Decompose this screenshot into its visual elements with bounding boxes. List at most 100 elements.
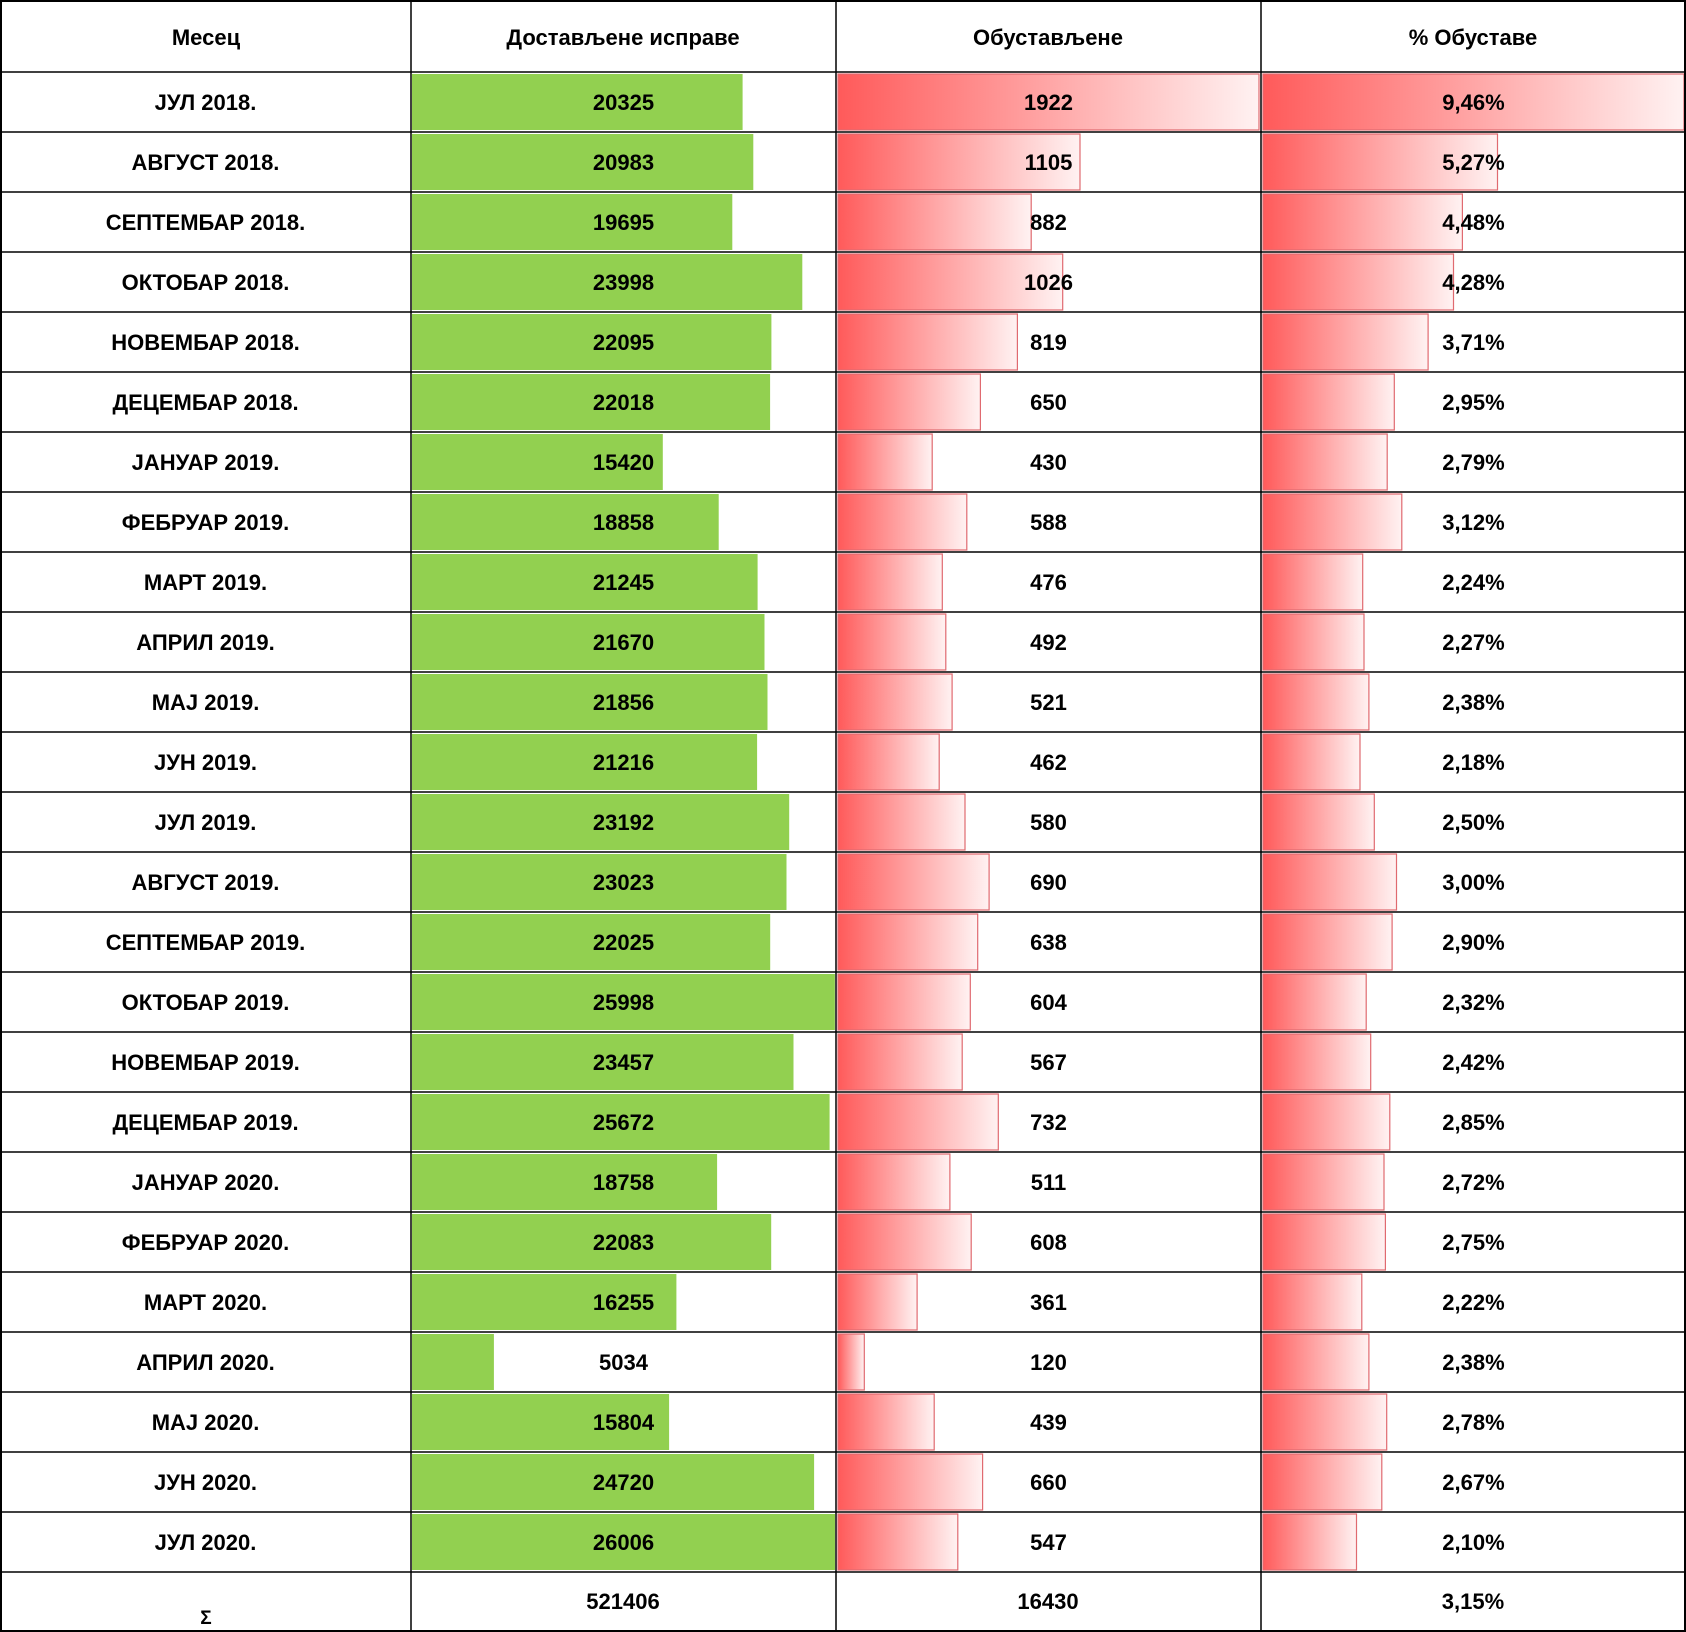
text-layer: ЈУЛ 2018. 20325 1922 9,46% АВГУСТ 2018. 20983… — [106, 90, 1505, 1555]
suspended-value: 1026 — [1024, 270, 1073, 295]
month-label: МАРТ 2020. — [144, 1290, 267, 1315]
delivered-bar — [412, 914, 771, 970]
suspended-value: 521 — [1030, 690, 1067, 715]
percent-bar — [1262, 313, 1429, 371]
delivered-bar — [412, 254, 803, 310]
month-label: ЈУЛ 2020. — [155, 1530, 257, 1555]
percent-value: 2,72% — [1442, 1170, 1504, 1195]
percent-bar — [1262, 553, 1364, 611]
suspended-value: 690 — [1030, 870, 1067, 895]
delivered-bar — [412, 1274, 677, 1330]
delivered-value: 25672 — [593, 1110, 654, 1135]
percent-value: 3,12% — [1442, 510, 1504, 535]
percent-bar — [1262, 1513, 1358, 1571]
total-percent: 3,15% — [1442, 1589, 1504, 1614]
percent-value: 2,38% — [1442, 1350, 1504, 1375]
delivered-bar — [412, 1034, 794, 1090]
suspended-value: 476 — [1030, 570, 1067, 595]
percent-value: 3,71% — [1442, 330, 1504, 355]
percent-bar — [1262, 613, 1365, 671]
delivered-bar — [412, 1334, 494, 1390]
delivered-value: 26006 — [593, 1530, 654, 1555]
percent-value: 2,79% — [1442, 450, 1504, 475]
percent-value: 5,27% — [1442, 150, 1504, 175]
suspended-value: 819 — [1030, 330, 1067, 355]
percent-bar — [1262, 793, 1375, 851]
delivered-value: 23192 — [593, 810, 654, 835]
suspended-bar — [837, 1033, 963, 1091]
percent-value: 2,32% — [1442, 990, 1504, 1015]
suspended-bar — [837, 1333, 865, 1391]
delivered-value: 5034 — [599, 1350, 649, 1375]
percent-bar — [1262, 673, 1370, 731]
header-suspended: Обустављене — [973, 25, 1123, 50]
suspended-bar — [837, 313, 1018, 371]
suspended-value: 732 — [1030, 1110, 1067, 1135]
delivered-value: 15420 — [593, 450, 654, 475]
header-month: Месец — [172, 25, 241, 50]
month-label: ЈУН 2019. — [154, 750, 257, 775]
percent-value: 2,18% — [1442, 750, 1504, 775]
suspended-value: 511 — [1031, 1170, 1067, 1195]
suspended-value: 567 — [1030, 1050, 1067, 1075]
percent-bar — [1262, 433, 1388, 491]
percent-bar — [1262, 73, 1685, 131]
month-label: ОКТОБАР 2018. — [122, 270, 290, 295]
delivered-bar — [412, 1154, 718, 1210]
suspended-bar — [837, 973, 971, 1031]
percent-value: 4,28% — [1442, 270, 1504, 295]
total-label: Σ — [200, 1608, 211, 1629]
month-label: ДЕЦЕМБАР 2018. — [112, 390, 298, 415]
suspended-value: 588 — [1030, 510, 1067, 535]
delivered-value: 16255 — [593, 1290, 654, 1315]
month-label: ЈАНУАР 2019. — [132, 450, 280, 475]
percent-value: 9,46% — [1442, 90, 1504, 115]
month-label: ДЕЦЕМБАР 2019. — [112, 1110, 298, 1135]
percent-bar — [1262, 133, 1499, 191]
percent-bar — [1262, 1033, 1372, 1091]
percent-bar — [1262, 853, 1398, 911]
delivered-value: 23023 — [593, 870, 654, 895]
header-row: Месец Достављене исправе Обустављене % О… — [172, 25, 1537, 50]
percent-value: 2,42% — [1442, 1050, 1504, 1075]
delivered-value: 23998 — [593, 270, 654, 295]
suspended-bar — [837, 1453, 984, 1511]
total-suspended: 16430 — [1017, 1589, 1078, 1614]
percent-value: 2,85% — [1442, 1110, 1504, 1135]
percent-bar — [1262, 253, 1455, 311]
month-label: НОВЕМБАР 2018. — [111, 330, 300, 355]
suspended-bar — [837, 553, 943, 611]
delivered-bar — [412, 1394, 670, 1450]
delivered-value: 20325 — [593, 90, 654, 115]
delivered-value: 23457 — [593, 1050, 654, 1075]
month-label: АВГУСТ 2018. — [132, 150, 280, 175]
percent-value: 2,10% — [1442, 1530, 1504, 1555]
percent-bar — [1262, 193, 1463, 251]
percent-bar — [1262, 1213, 1387, 1271]
delivered-bar — [412, 794, 790, 850]
percent-bar — [1262, 1333, 1370, 1391]
suspended-bar — [837, 133, 1081, 191]
suspended-value: 361 — [1030, 1290, 1067, 1315]
suspended-value: 650 — [1030, 390, 1067, 415]
suspended-bar — [837, 193, 1032, 251]
month-label: ЈУН 2020. — [154, 1470, 257, 1495]
suspended-bar — [837, 733, 940, 791]
month-label: ФЕБРУАР 2020. — [122, 1230, 289, 1255]
delivered-bar — [412, 674, 768, 730]
month-label: ОКТОБАР 2019. — [122, 990, 290, 1015]
delivered-value: 22025 — [593, 930, 654, 955]
percent-value: 2,78% — [1442, 1410, 1504, 1435]
percent-bar — [1262, 733, 1361, 791]
percent-value: 2,22% — [1442, 1290, 1504, 1315]
month-label: СЕПТЕМБАР 2019. — [106, 930, 306, 955]
percent-value: 2,24% — [1442, 570, 1504, 595]
suspended-bar — [837, 673, 953, 731]
delivered-value: 22083 — [593, 1230, 654, 1255]
suspended-value: 547 — [1030, 1530, 1067, 1555]
delivered-value: 25998 — [593, 990, 654, 1015]
month-label: МАЈ 2019. — [152, 690, 260, 715]
percent-bar — [1262, 913, 1393, 971]
